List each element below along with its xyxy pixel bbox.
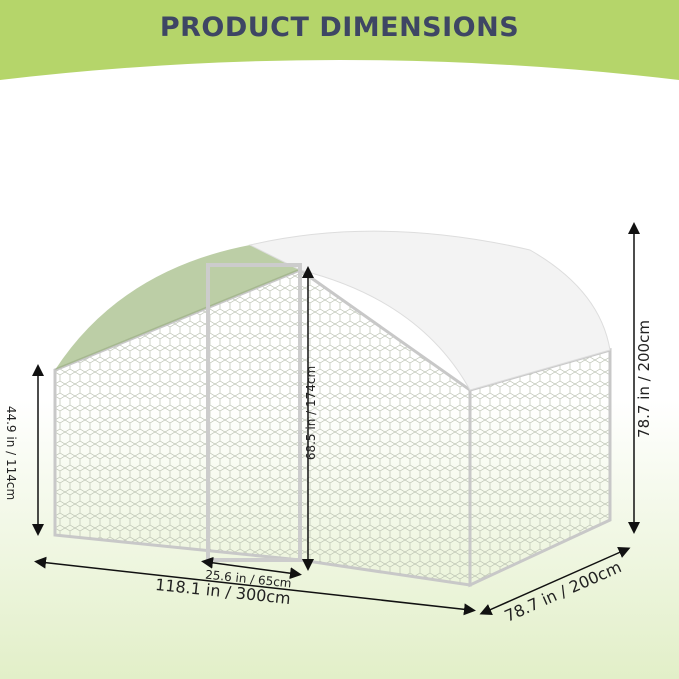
chicken-coop [53,230,612,588]
side-height-label: 44.9 in / 114cm [4,405,19,501]
door-height-label: 68.5 in / 174cm [304,365,319,461]
page-title: PRODUCT DIMENSIONS [159,12,520,43]
header-banner [0,0,679,80]
total-height-label: 78.7 in / 200cm [634,320,653,438]
dimension-arrows [32,222,640,616]
